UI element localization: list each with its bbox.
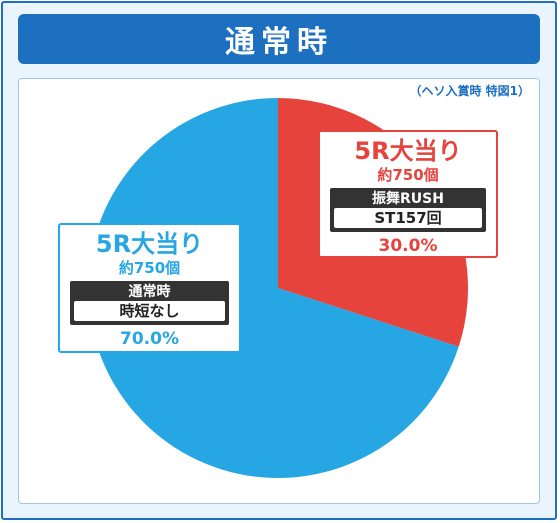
slice-label-percent: 70.0% [120,329,179,349]
slice-label-box: 振舞RUSH ST157回 [330,188,486,232]
slice-label-70: 5R大当り 約750個 通常時 時短なし 70.0% [58,223,241,353]
slice-label-sub: 約750個 [118,259,181,277]
slice-label-box-value: 時短なし [74,301,225,321]
slice-label-box-title: 振舞RUSH [372,191,444,207]
pie-slice-70 [88,98,459,478]
slice-label-sub: 約750個 [377,166,439,184]
page-title: 通常時 [18,14,540,64]
slice-label-percent: 30.0% [378,236,438,256]
slice-label-30: 5R大当り 約750個 振舞RUSH ST157回 30.0% [318,130,498,258]
slice-label-box-value: ST157回 [334,208,482,228]
slice-label-box: 通常時 時短なし [70,281,229,325]
slice-label-head: 5R大当り [354,137,462,165]
slice-label-head: 5R大当り [95,230,204,258]
slice-label-box-title: 通常時 [128,284,171,300]
chart-note: （ヘソ入賞時 特図1） [409,84,530,98]
